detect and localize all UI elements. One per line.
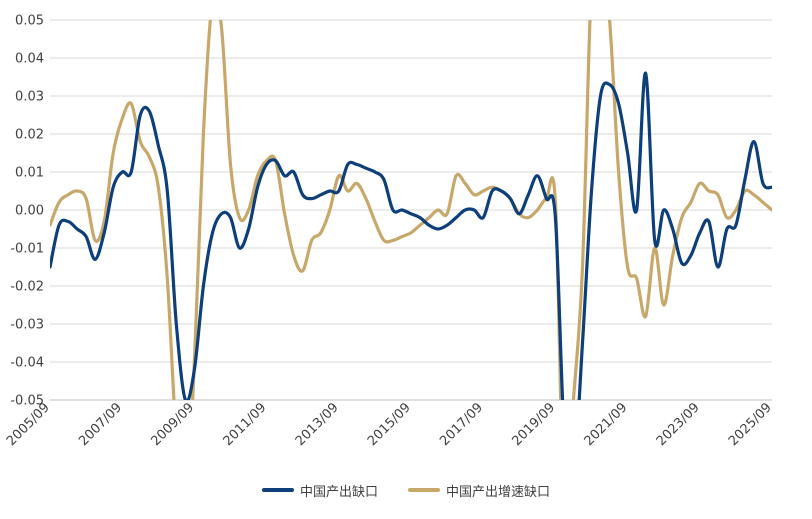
y-tick-label: 0.01 [15, 166, 44, 181]
x-tick-label: 2021/09 [582, 400, 631, 449]
y-tick-label: 0.00 [15, 204, 44, 219]
y-tick-label: -0.03 [10, 318, 44, 333]
y-tick-label: -0.02 [10, 280, 44, 295]
y-tick-label: 0.05 [15, 14, 44, 29]
legend-label-growth-gap: 中国产出增速缺口 [446, 484, 551, 500]
series-line-output-gap [50, 71, 772, 400]
legend: 中国产出缺口 中国产出增速缺口 [0, 478, 812, 502]
line-chart: 0.05 0.04 0.03 0.02 0.01 0.00 -0.01 -0.02 -0.03 -… [4, 14, 775, 450]
y-tick-label: 0.04 [15, 52, 44, 67]
legend-swatch-growth-gap [408, 488, 440, 492]
x-tick-label: 2015/09 [365, 400, 414, 449]
x-tick-label: 2007/09 [76, 400, 125, 449]
y-tick-label: 0.02 [15, 128, 44, 143]
x-tick-label: 2023/09 [654, 400, 703, 449]
series-line-growth-gap [50, 20, 772, 400]
legend-item-growth-gap: 中国产出增速缺口 [408, 481, 550, 500]
x-tick-label: 2009/09 [148, 400, 197, 449]
y-tick-label: -0.05 [10, 394, 44, 409]
y-tick-label: 0.03 [15, 90, 44, 105]
legend-item-output-gap: 中国产出缺口 [261, 481, 378, 500]
y-axis: 0.05 0.04 0.03 0.02 0.01 0.00 -0.01 -0.02 -0.03 -… [10, 14, 44, 409]
legend-label-output-gap: 中国产出缺口 [299, 484, 378, 500]
legend-swatch-output-gap [261, 488, 294, 492]
x-tick-label: 2013/09 [293, 400, 342, 449]
series-layer [50, 20, 772, 400]
y-tick-label: -0.04 [10, 356, 44, 371]
x-axis: 2005/09 2007/09 2009/09 2011/09 2013/09 2015/… [4, 399, 775, 449]
x-tick-label: 2011/09 [221, 400, 270, 449]
x-tick-label: 2025/09 [726, 400, 775, 449]
y-tick-label: -0.01 [10, 242, 44, 257]
x-tick-label: 2017/09 [437, 400, 486, 449]
x-tick-label: 2019/09 [509, 400, 558, 449]
